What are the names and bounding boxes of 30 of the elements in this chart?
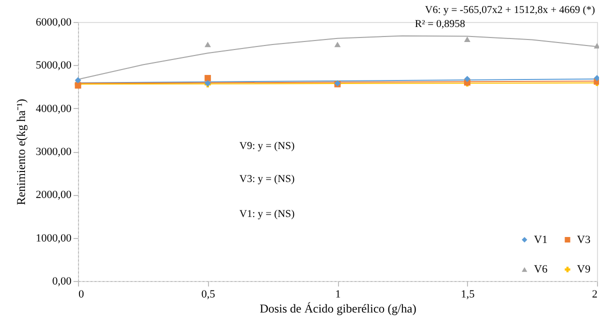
point: [464, 36, 470, 42]
y-axis-title: Renimiento e(kg ha⁻¹): [14, 98, 28, 206]
x-tick-label: 0,5: [201, 288, 216, 300]
point: [594, 43, 599, 48]
x-tick-label: 1: [335, 288, 341, 300]
x-tick-label: 1,5: [460, 288, 476, 300]
point: [204, 74, 211, 82]
legend-label: V6: [534, 264, 548, 276]
y-tick-label: 1000,00: [36, 232, 72, 244]
x-tick-label: 2: [592, 288, 598, 300]
legend-label: V9: [577, 264, 591, 276]
point: [594, 74, 599, 82]
y-tick-label: 5000,00: [36, 60, 72, 72]
y-tick-label: 6000,00: [36, 16, 72, 28]
annotation: V1: y = (NS): [239, 209, 296, 220]
annotation: V9: y = (NS): [239, 141, 296, 152]
point: [204, 42, 211, 48]
x-axis-title: Dosis de Ácido giberélico (g/ha): [260, 302, 416, 316]
legend-label: V1: [534, 234, 548, 246]
y-tick-label: 4000,00: [36, 102, 72, 115]
point: [334, 42, 341, 48]
y-tick-label: 3000,00: [36, 146, 72, 158]
legend-label: V3: [577, 234, 591, 246]
annotation: V3: y = (NS): [239, 174, 296, 185]
y-tick-label: 0,00: [52, 276, 72, 288]
text: V6: y = -565,07x2 + 1512,8x + 4669 (*): [424, 5, 596, 16]
annotation: R² = 0,8958: [414, 19, 466, 30]
x-tick-label: 0: [78, 288, 84, 300]
y-tick-label: 2000,00: [36, 189, 72, 202]
point: [464, 76, 470, 82]
